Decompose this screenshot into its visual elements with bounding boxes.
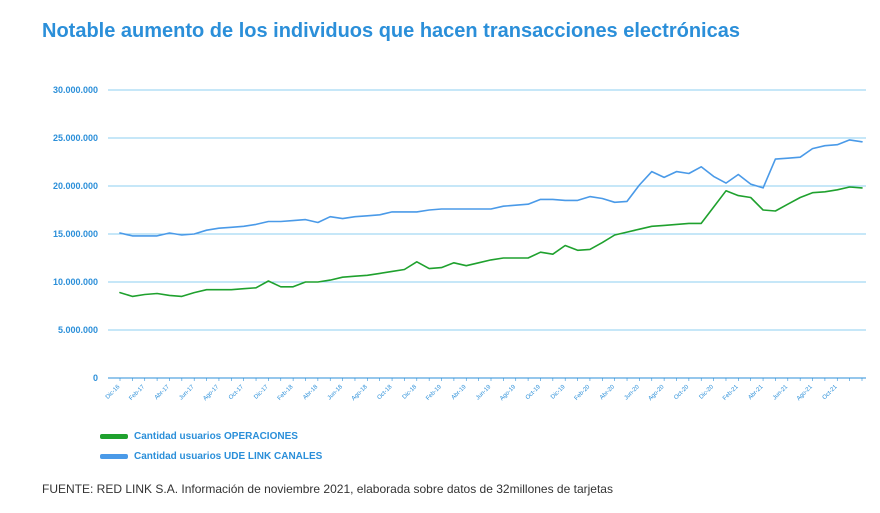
gridlines xyxy=(108,89,866,331)
y-axis: 0 5.000.000 10.000.000 15.000.000 20.000.000… xyxy=(53,85,98,383)
x-tick-label: Oct-17 xyxy=(228,384,245,401)
y-tick-label: 10.000.000 xyxy=(53,277,98,287)
x-tick-label: Dic-17 xyxy=(253,384,270,401)
x-tick-label: Ago-18 xyxy=(351,384,369,402)
legend: Cantidad usuarios OPERACIONES Cantidad u… xyxy=(100,426,322,466)
y-tick-label: 25.000.000 xyxy=(53,133,98,143)
legend-label-canales: Cantidad usuarios UDE LINK CANALES xyxy=(134,450,323,462)
x-axis: Dic-16 Feb-17 Abr-17 Jun-17 Ago-17 Oct-17 Dic-… xyxy=(105,377,866,402)
x-tick-label: Jun-18 xyxy=(327,384,345,402)
x-tick-label: Abr-19 xyxy=(451,384,468,401)
x-tick-label: Jun-21 xyxy=(772,384,790,402)
x-tick-label: Jun-20 xyxy=(624,384,642,402)
line-chart: 0 5.000.000 10.000.000 15.000.000 20.000.000… xyxy=(53,85,866,402)
y-tick-label: 30.000.000 xyxy=(53,85,98,95)
series-line-operaciones xyxy=(119,186,863,298)
y-tick-label: 15.000.000 xyxy=(53,229,98,239)
x-tick-label: Jun-17 xyxy=(178,384,196,402)
x-tick-label: Ago-21 xyxy=(796,384,814,402)
x-tick-label: Feb-19 xyxy=(425,384,443,402)
x-tick-label: Dic-18 xyxy=(402,384,419,401)
series-lines xyxy=(119,139,863,298)
legend-swatch-canales xyxy=(100,453,128,459)
y-tick-label: 20.000.000 xyxy=(53,181,98,191)
source-note: FUENTE: RED LINK S.A. Información de nov… xyxy=(42,482,613,496)
x-tick-label: Abr-20 xyxy=(599,384,616,401)
legend-swatch-operaciones xyxy=(100,433,128,439)
x-tick-label: Dic-20 xyxy=(699,384,716,401)
y-tick-label: 5.000.000 xyxy=(58,325,98,335)
series-line-canales xyxy=(119,139,863,237)
x-tick-label: Oct-20 xyxy=(673,384,690,401)
x-tick-label: Ago-19 xyxy=(499,384,517,402)
x-tick-label: Oct-18 xyxy=(376,384,393,401)
x-tick-label: Abr-18 xyxy=(302,384,319,401)
x-tick-label: Dic-16 xyxy=(105,384,122,401)
legend-item-canales: Cantidad usuarios UDE LINK CANALES xyxy=(100,446,322,466)
x-tick-label: Dic-19 xyxy=(550,384,567,401)
chart-title: Notable aumento de los individuos que ha… xyxy=(42,20,740,42)
legend-label-operaciones: Cantidad usuarios OPERACIONES xyxy=(134,430,298,442)
y-tick-label: 0 xyxy=(93,373,98,383)
x-tick-label: Feb-18 xyxy=(277,384,295,402)
x-tick-label: Oct-21 xyxy=(822,384,839,401)
x-tick-label: Feb-21 xyxy=(722,384,740,402)
x-tick-label: Feb-17 xyxy=(128,384,146,402)
x-tick-label: Abr-17 xyxy=(154,384,171,401)
x-tick-label: Feb-20 xyxy=(574,384,592,402)
x-tick-label: Ago-20 xyxy=(648,384,666,402)
x-tick-label: Abr-21 xyxy=(747,384,764,401)
x-tick-label: Jun-19 xyxy=(475,384,493,402)
x-tick-label: Ago-17 xyxy=(202,384,220,402)
legend-item-operaciones: Cantidad usuarios OPERACIONES xyxy=(100,426,322,446)
x-tick-label: Oct-19 xyxy=(525,384,542,401)
